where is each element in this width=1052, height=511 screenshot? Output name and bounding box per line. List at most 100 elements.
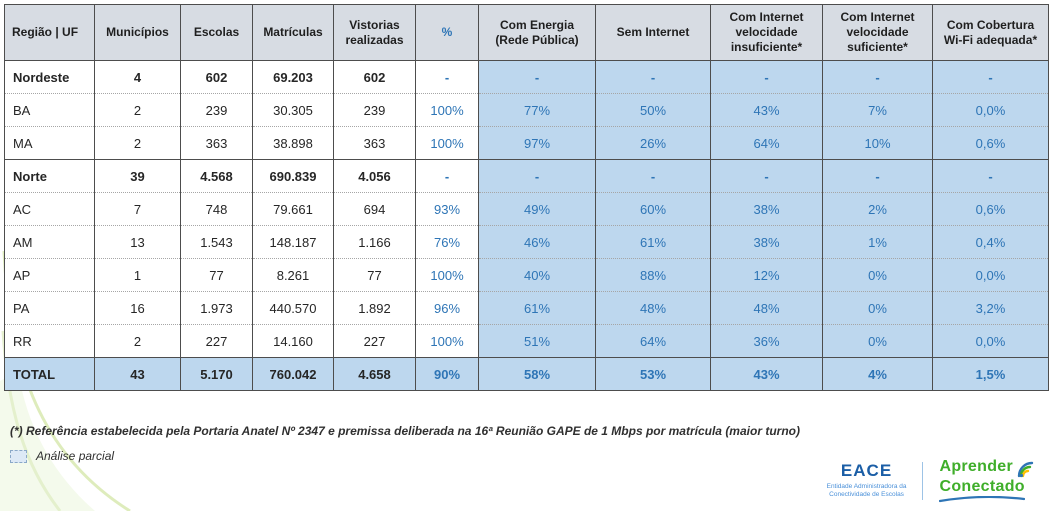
cell-ap-4: 77	[333, 258, 416, 292]
cell-ba-6: 77%	[478, 93, 596, 127]
cell-ma-6: 97%	[478, 126, 596, 160]
cell-ap-9: 0%	[822, 258, 933, 292]
cell-norte-2: 4.568	[180, 159, 253, 193]
column-header-1: Municípios	[94, 4, 181, 61]
cell-pa-0: PA	[4, 291, 95, 325]
table-row-ba: BA 2 239 30.305 239 100% 77% 50% 43% 7% 0,0%	[4, 93, 1049, 127]
cell-norte-5: -	[415, 159, 479, 193]
cell-norte-6: -	[478, 159, 596, 193]
cell-rr-2: 227	[180, 324, 253, 358]
cell-ba-7: 50%	[595, 93, 711, 127]
cell-total-5: 90%	[415, 357, 479, 391]
cell-ma-8: 64%	[710, 126, 823, 160]
cell-ap-3: 8.261	[252, 258, 334, 292]
cell-ba-4: 239	[333, 93, 416, 127]
cell-nordeste-10: -	[932, 60, 1049, 94]
cell-pa-2: 1.973	[180, 291, 253, 325]
cell-total-0: TOTAL	[4, 357, 95, 391]
cell-ac-10: 0,6%	[932, 192, 1049, 226]
cell-total-4: 4.658	[333, 357, 416, 391]
cell-ba-9: 7%	[822, 93, 933, 127]
cell-am-10: 0,4%	[932, 225, 1049, 259]
cell-ac-1: 7	[94, 192, 181, 226]
cell-ap-7: 88%	[595, 258, 711, 292]
cell-norte-8: -	[710, 159, 823, 193]
column-header-9: Com Internet velocidade suficiente*	[822, 4, 933, 61]
cell-rr-10: 0,0%	[932, 324, 1049, 358]
cell-total-3: 760.042	[252, 357, 334, 391]
cell-ba-2: 239	[180, 93, 253, 127]
cell-am-3: 148.187	[252, 225, 334, 259]
cell-rr-6: 51%	[478, 324, 596, 358]
table-row-ma: MA 2 363 38.898 363 100% 97% 26% 64% 10% 0,6%	[4, 126, 1049, 160]
cell-rr-3: 14.160	[252, 324, 334, 358]
connectivity-summary-table: Região | UF Municípios Escolas Matrículas Vi…	[4, 4, 1049, 391]
aprender-conectado-logo: Aprender Conectado	[939, 459, 1038, 503]
legend-label: Análise parcial	[36, 449, 115, 463]
cell-am-2: 1.543	[180, 225, 253, 259]
eace-logo-subtitle-line2: Conectividade de Escolas	[829, 491, 904, 499]
cell-ap-5: 100%	[415, 258, 479, 292]
cell-pa-6: 61%	[478, 291, 596, 325]
cell-ac-6: 49%	[478, 192, 596, 226]
cell-nordeste-5: -	[415, 60, 479, 94]
cell-ma-10: 0,6%	[932, 126, 1049, 160]
cell-total-2: 5.170	[180, 357, 253, 391]
eace-logo-title: EACE	[840, 460, 893, 480]
cell-nordeste-2: 602	[180, 60, 253, 94]
cell-ap-8: 12%	[710, 258, 823, 292]
cell-ap-6: 40%	[478, 258, 596, 292]
cell-ba-1: 2	[94, 93, 181, 127]
cell-am-1: 13	[94, 225, 181, 259]
table-row-ac: AC 7 748 79.661 694 93% 49% 60% 38% 2% 0,6%	[4, 192, 1049, 226]
cell-total-7: 53%	[595, 357, 711, 391]
cell-pa-10: 3,2%	[932, 291, 1049, 325]
cell-ma-4: 363	[333, 126, 416, 160]
cell-pa-8: 48%	[710, 291, 823, 325]
table-row-am: AM 13 1.543 148.187 1.166 76% 46% 61% 38% 1% 0,4%	[4, 225, 1049, 259]
cell-am-8: 38%	[710, 225, 823, 259]
cell-total-6: 58%	[478, 357, 596, 391]
wifi-icon	[1017, 461, 1034, 478]
legend-swatch-partial-analysis	[10, 449, 27, 463]
cell-norte-9: -	[822, 159, 933, 193]
cell-ba-5: 100%	[415, 93, 479, 127]
cell-norte-4: 4.056	[333, 159, 416, 193]
cell-nordeste-7: -	[595, 60, 711, 94]
column-header-5: %	[415, 4, 479, 61]
column-header-4: Vistorias realizadas	[333, 4, 416, 61]
column-header-10: Com Cobertura Wi-Fi adequada*	[932, 4, 1049, 61]
cell-pa-4: 1.892	[333, 291, 416, 325]
cell-am-6: 46%	[478, 225, 596, 259]
eace-logo: EACE Entidade Administradora da Conectiv…	[827, 460, 924, 501]
cell-ac-5: 93%	[415, 192, 479, 226]
table-row-nordeste: Nordeste 4 602 69.203 602- - - - - -	[4, 60, 1049, 94]
cell-rr-9: 0%	[822, 324, 933, 358]
column-header-6: Com Energia (Rede Pública)	[478, 4, 596, 61]
cell-ac-7: 60%	[595, 192, 711, 226]
cell-ap-1: 1	[94, 258, 181, 292]
table-row-total: TOTAL 43 5.170 760.042 4.658 90% 58% 53% 43% 4% 1,…	[4, 357, 1049, 391]
cell-ac-3: 79.661	[252, 192, 334, 226]
cell-nordeste-0: Nordeste	[4, 60, 95, 94]
cell-am-9: 1%	[822, 225, 933, 259]
table-row-ap: AP 1 77 8.261 77 100% 40% 88% 12% 0% 0,0%	[4, 258, 1049, 292]
logo-swoosh	[939, 496, 1026, 503]
aprender-word: Aprender	[939, 458, 1013, 475]
cell-ap-10: 0,0%	[932, 258, 1049, 292]
cell-pa-3: 440.570	[252, 291, 334, 325]
cell-ac-0: AC	[4, 192, 95, 226]
cell-total-10: 1,5%	[932, 357, 1049, 391]
cell-pa-1: 16	[94, 291, 181, 325]
cell-nordeste-9: -	[822, 60, 933, 94]
cell-nordeste-8: -	[710, 60, 823, 94]
cell-norte-1: 39	[94, 159, 181, 193]
cell-ma-3: 38.898	[252, 126, 334, 160]
cell-ba-3: 30.305	[252, 93, 334, 127]
cell-ba-8: 43%	[710, 93, 823, 127]
cell-ba-0: BA	[4, 93, 95, 127]
footer-logos: EACE Entidade Administradora da Conectiv…	[827, 459, 1038, 503]
column-header-3: Matrículas	[252, 4, 334, 61]
cell-am-0: AM	[4, 225, 95, 259]
cell-norte-7: -	[595, 159, 711, 193]
